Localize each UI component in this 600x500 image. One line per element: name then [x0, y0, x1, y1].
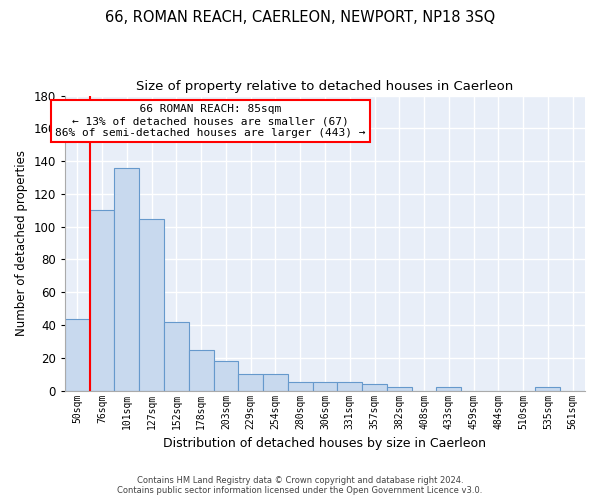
- Text: Contains HM Land Registry data © Crown copyright and database right 2024.
Contai: Contains HM Land Registry data © Crown c…: [118, 476, 482, 495]
- Bar: [535, 388, 560, 390]
- Text: 66, ROMAN REACH, CAERLEON, NEWPORT, NP18 3SQ: 66, ROMAN REACH, CAERLEON, NEWPORT, NP18…: [105, 10, 495, 25]
- Bar: [164, 322, 189, 390]
- Bar: [288, 382, 313, 390]
- Y-axis label: Number of detached properties: Number of detached properties: [15, 150, 28, 336]
- Text: 66 ROMAN REACH: 85sqm  
← 13% of detached houses are smaller (67)
86% of semi-de: 66 ROMAN REACH: 85sqm ← 13% of detached …: [55, 104, 366, 138]
- Bar: [387, 388, 412, 390]
- Bar: [313, 382, 337, 390]
- Bar: [65, 318, 90, 390]
- Bar: [362, 384, 387, 390]
- Title: Size of property relative to detached houses in Caerleon: Size of property relative to detached ho…: [136, 80, 514, 93]
- X-axis label: Distribution of detached houses by size in Caerleon: Distribution of detached houses by size …: [163, 437, 487, 450]
- Bar: [263, 374, 288, 390]
- Bar: [238, 374, 263, 390]
- Bar: [139, 218, 164, 390]
- Bar: [115, 168, 139, 390]
- Bar: [189, 350, 214, 391]
- Bar: [90, 210, 115, 390]
- Bar: [214, 361, 238, 390]
- Bar: [337, 382, 362, 390]
- Bar: [436, 388, 461, 390]
